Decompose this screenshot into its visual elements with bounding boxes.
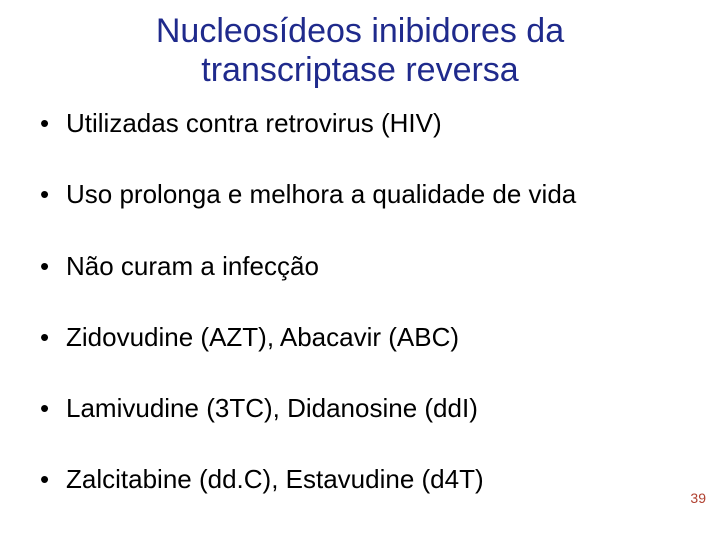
bullet-text: Zalcitabine (dd.C), Estavudine (d4T) — [66, 464, 484, 494]
list-item: Zalcitabine (dd.C), Estavudine (d4T) — [36, 464, 690, 495]
bullet-text: Não curam a infecção — [66, 251, 319, 281]
list-item: Não curam a infecção — [36, 251, 690, 282]
list-item: Utilizadas contra retrovirus (HIV) — [36, 108, 690, 139]
list-item: Uso prolonga e melhora a qualidade de vi… — [36, 179, 690, 210]
list-item: Zidovudine (AZT), Abacavir (ABC) — [36, 322, 690, 353]
bullet-text: Lamivudine (3TC), Didanosine (ddI) — [66, 393, 478, 423]
page-number: 39 — [690, 490, 706, 506]
list-item: Lamivudine (3TC), Didanosine (ddI) — [36, 393, 690, 424]
title-line-2: transcriptase reversa — [201, 51, 518, 89]
slide: Nucleosídeos inibidores da transcriptase… — [0, 0, 720, 540]
title-line-1: Nucleosídeos inibidores da — [156, 12, 564, 50]
bullet-list: Utilizadas contra retrovirus (HIV) Uso p… — [30, 108, 690, 495]
bullet-text: Uso prolonga e melhora a qualidade de vi… — [66, 179, 576, 209]
bullet-text: Utilizadas contra retrovirus (HIV) — [66, 108, 442, 138]
bullet-text: Zidovudine (AZT), Abacavir (ABC) — [66, 322, 459, 352]
slide-title: Nucleosídeos inibidores da transcriptase… — [30, 12, 690, 90]
